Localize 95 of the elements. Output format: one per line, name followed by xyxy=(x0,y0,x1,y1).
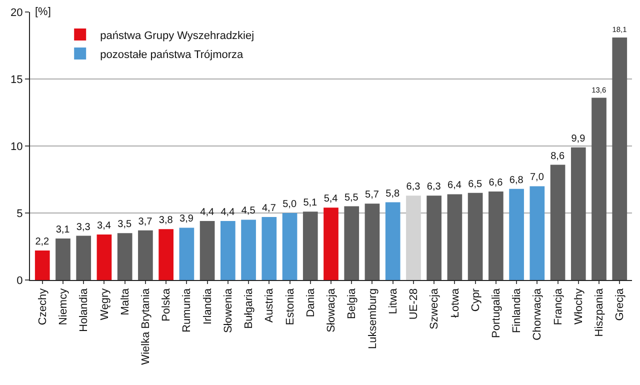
bar xyxy=(344,206,360,280)
y-tick-label: 5 xyxy=(16,208,23,220)
x-tick-label: Wielka Brytania xyxy=(140,288,152,365)
data-label: 3,5 xyxy=(118,219,132,230)
bar xyxy=(509,188,524,280)
x-tick-label: Słowacja xyxy=(326,288,338,332)
x-tick-label: Łotwa xyxy=(449,288,462,318)
data-label: 7,0 xyxy=(530,172,544,184)
data-label: 3,8 xyxy=(158,215,174,226)
data-label: 9,9 xyxy=(571,133,586,144)
bar xyxy=(530,186,545,280)
x-tick-label: Estonia xyxy=(284,288,296,326)
y-tick-label: 10 xyxy=(10,140,23,153)
data-label: 4,5 xyxy=(241,206,256,217)
bar xyxy=(34,250,50,280)
x-tick-label: Czechy xyxy=(36,288,49,326)
x-tick-label: Szwecja xyxy=(428,288,441,330)
x-tick-label: Belgia xyxy=(346,288,358,319)
data-label: 3,4 xyxy=(97,220,112,232)
data-label: 4,7 xyxy=(262,203,276,214)
bar xyxy=(262,217,277,280)
bar xyxy=(96,234,112,280)
x-tick-label: Irlandia xyxy=(202,288,214,324)
bar xyxy=(385,202,400,280)
x-tick-label: Słowenia xyxy=(222,288,234,334)
data-label: 5,5 xyxy=(344,192,359,204)
x-tick-label: Portugalia xyxy=(490,288,503,338)
data-label: 3,9 xyxy=(180,214,194,225)
bar xyxy=(302,212,318,280)
bar xyxy=(138,230,153,280)
bar xyxy=(282,213,298,280)
data-label: 6,4 xyxy=(448,180,462,192)
x-tick-label: Bułgaria xyxy=(243,288,256,329)
data-label: 8,6 xyxy=(550,150,565,162)
data-label: 3,7 xyxy=(138,216,153,228)
bar xyxy=(488,192,504,280)
legend-label: pozostałe państwa Trójmorza xyxy=(100,48,244,61)
bar xyxy=(56,238,70,280)
x-tick-label: Hiszpania xyxy=(594,288,606,337)
bar xyxy=(406,196,421,280)
x-tick-label: Chorwacja xyxy=(532,288,544,340)
data-label: 6,3 xyxy=(426,182,442,193)
data-label: 3,3 xyxy=(76,222,91,233)
x-tick-label: Włochy xyxy=(572,288,585,324)
x-tick-label: Austria xyxy=(264,288,276,323)
bar xyxy=(220,221,236,280)
bar xyxy=(241,220,256,280)
bar xyxy=(76,236,92,280)
data-label: 5,1 xyxy=(303,198,318,209)
bar xyxy=(592,98,606,280)
data-label: 18,1 xyxy=(612,25,627,34)
data-label: 5,8 xyxy=(386,188,400,200)
bar xyxy=(570,147,586,280)
bar xyxy=(550,164,566,280)
x-tick-label: Polska xyxy=(160,288,173,322)
x-tick-label: Finlandia xyxy=(511,288,524,334)
data-label: 5,7 xyxy=(365,190,380,201)
x-tick-label: Francja xyxy=(552,288,564,326)
y-axis-title: [%] xyxy=(35,6,51,18)
y-tick-label: 15 xyxy=(10,74,23,86)
data-label: 4,4 xyxy=(220,207,236,218)
data-label: 6,8 xyxy=(509,174,524,186)
bar xyxy=(117,233,132,280)
data-label: 5,0 xyxy=(282,199,297,210)
data-label: 13,6 xyxy=(592,86,606,95)
bar xyxy=(447,194,462,280)
data-label: 4,4 xyxy=(200,207,214,218)
bar xyxy=(364,204,380,280)
x-tick-label: UE-28 xyxy=(408,288,420,320)
bar xyxy=(426,196,442,280)
data-label: 6,5 xyxy=(468,178,482,190)
x-tick-label: Litwa xyxy=(387,288,400,314)
bar xyxy=(324,208,338,280)
data-label: 6,6 xyxy=(488,178,504,189)
bar xyxy=(179,228,194,280)
legend-label: państwa Grupy Wyszehradzkiej xyxy=(100,30,254,42)
bar xyxy=(200,221,215,280)
data-label: 5,4 xyxy=(324,194,338,205)
data-label: 3,1 xyxy=(56,224,70,236)
x-tick-label: Holandia xyxy=(78,288,90,332)
x-tick-label: Luksemburg xyxy=(366,288,379,349)
bar xyxy=(612,37,628,280)
data-label: 6,3 xyxy=(406,182,421,193)
x-tick-label: Cypr xyxy=(470,288,482,312)
x-tick-label: Rumunia xyxy=(181,288,194,332)
x-tick-label: Grecja xyxy=(614,288,626,321)
bar xyxy=(468,192,483,280)
x-tick-label: Malta xyxy=(119,288,132,316)
y-tick-label: 20 xyxy=(10,6,23,19)
x-tick-label: Niemcy xyxy=(58,288,70,326)
x-tick-label: Węgry xyxy=(98,288,111,320)
x-tick-label: Dania xyxy=(304,288,317,318)
y-tick-label: 0 xyxy=(16,274,23,287)
bar xyxy=(158,229,174,280)
data-label: 2,2 xyxy=(35,236,50,248)
